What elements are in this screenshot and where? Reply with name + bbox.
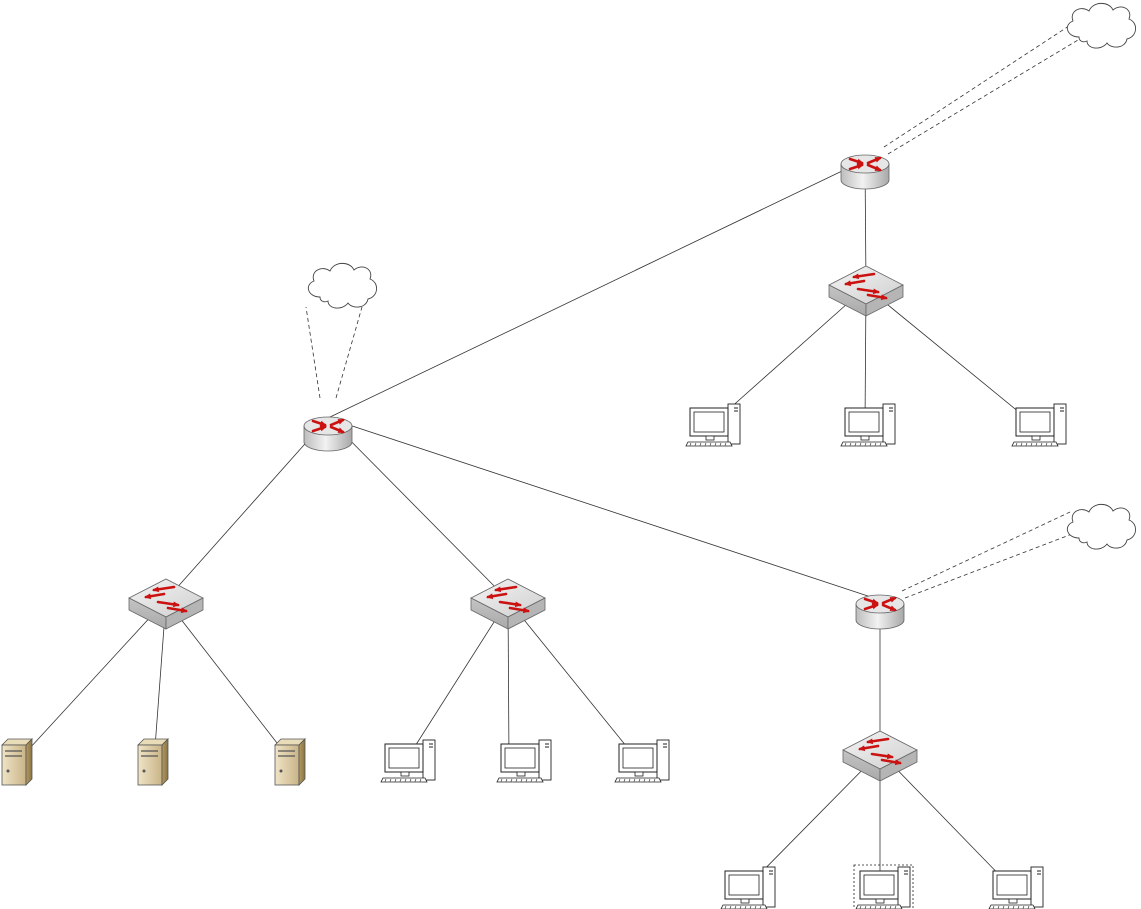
pc-c3-pc-icon[interactable] <box>614 739 670 783</box>
link-router-center-to-router-right <box>327 417 881 601</box>
switch-center-pcs-switch-icon[interactable] <box>470 578 546 630</box>
link-switch-top-to-pc-t3 <box>865 286 1037 427</box>
wan-link-router-right-2 <box>904 533 1073 599</box>
link-switch-right-to-pc-r1 <box>744 751 881 890</box>
wan-link-router-center-1 <box>305 306 321 399</box>
router-top-router-icon[interactable] <box>840 154 890 190</box>
link-switch-servers-to-server-3 <box>165 599 292 762</box>
pc-t1-pc-icon[interactable] <box>685 403 741 447</box>
wan-link-router-right-1 <box>901 511 1071 592</box>
link-router-center-to-router-top <box>327 159 866 419</box>
pc-r3-pc-icon[interactable] <box>988 866 1044 909</box>
switch-right-switch-icon[interactable] <box>842 730 918 782</box>
pc-r1-pc-icon[interactable] <box>720 866 776 909</box>
server-2-server-icon[interactable] <box>137 738 169 786</box>
link-switch-center-pcs-to-pc-c1 <box>404 599 509 763</box>
link-router-center-to-switch-center-pcs <box>327 417 509 601</box>
router-center-router-icon[interactable] <box>303 416 353 452</box>
link-switch-servers-to-server-1 <box>17 599 167 762</box>
pc-c1-pc-icon[interactable] <box>380 739 436 783</box>
server-3-server-icon[interactable] <box>274 738 306 786</box>
switch-servers-switch-icon[interactable] <box>128 578 204 630</box>
pc-c2-pc-icon[interactable] <box>496 739 552 783</box>
cloud-top-cloud-icon[interactable] <box>1066 2 1136 49</box>
router-right-router-icon[interactable] <box>855 594 905 630</box>
server-1-server-icon[interactable] <box>1 738 33 786</box>
link-switch-top-to-pc-t1 <box>709 286 867 427</box>
pc-t3-pc-icon[interactable] <box>1011 403 1067 447</box>
pc-t2-pc-icon[interactable] <box>840 403 896 447</box>
link-router-center-to-switch-servers <box>165 417 329 601</box>
link-switch-right-to-pc-r3 <box>879 751 1014 890</box>
wan-link-router-top-1 <box>883 23 1073 148</box>
link-switch-center-pcs-to-pc-c3 <box>507 599 640 763</box>
wan-link-router-top-2 <box>887 39 1079 155</box>
cloud-center-cloud-icon[interactable] <box>307 262 377 309</box>
switch-top-switch-icon[interactable] <box>828 265 904 317</box>
wan-link-router-center-2 <box>335 306 363 399</box>
cloud-right-cloud-icon[interactable] <box>1066 503 1136 550</box>
pc-r2-pc-icon[interactable] <box>853 864 914 909</box>
